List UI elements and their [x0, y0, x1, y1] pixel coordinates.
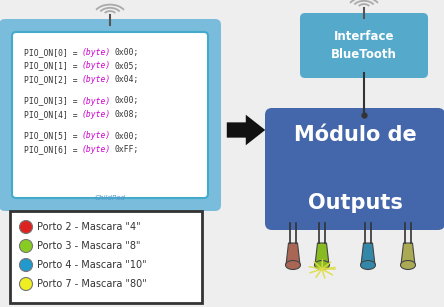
- Text: PIO_ON[2] =: PIO_ON[2] =: [24, 75, 83, 84]
- Text: 0x00;: 0x00;: [114, 48, 139, 57]
- Text: (byte): (byte): [82, 96, 111, 106]
- Ellipse shape: [285, 261, 301, 270]
- Ellipse shape: [361, 261, 376, 270]
- Polygon shape: [286, 243, 300, 265]
- Text: Porto 3 - Mascara "8": Porto 3 - Mascara "8": [37, 241, 140, 251]
- Circle shape: [20, 278, 32, 290]
- Text: (byte): (byte): [82, 110, 111, 119]
- Circle shape: [20, 239, 32, 252]
- Text: (byte): (byte): [82, 61, 111, 71]
- Text: (byte): (byte): [82, 131, 111, 141]
- Circle shape: [20, 258, 32, 271]
- Text: PIO_ON[4] =: PIO_ON[4] =: [24, 110, 83, 119]
- Text: (byte): (byte): [82, 75, 111, 84]
- FancyBboxPatch shape: [300, 13, 428, 78]
- Text: PIO_ON[3] =: PIO_ON[3] =: [24, 96, 83, 106]
- Text: PIO_ON[1] =: PIO_ON[1] =: [24, 61, 83, 71]
- Text: 0xFF;: 0xFF;: [114, 145, 139, 154]
- Ellipse shape: [400, 261, 416, 270]
- FancyBboxPatch shape: [265, 108, 444, 230]
- FancyBboxPatch shape: [12, 32, 208, 198]
- Text: ChildPad: ChildPad: [95, 195, 126, 201]
- Text: 0x00;: 0x00;: [114, 131, 139, 141]
- Text: Porto 7 - Mascara "80": Porto 7 - Mascara "80": [37, 279, 147, 289]
- Text: 0x05;: 0x05;: [114, 61, 139, 71]
- FancyBboxPatch shape: [10, 211, 202, 303]
- Text: PIO_ON[0] =: PIO_ON[0] =: [24, 48, 83, 57]
- Text: Módulo de

Outputs: Módulo de Outputs: [293, 125, 416, 213]
- Text: (byte): (byte): [82, 48, 111, 57]
- Polygon shape: [361, 243, 375, 265]
- Text: PIO_ON[6] =: PIO_ON[6] =: [24, 145, 83, 154]
- Text: Interface
BlueTooth: Interface BlueTooth: [331, 30, 397, 60]
- FancyBboxPatch shape: [0, 19, 221, 211]
- Polygon shape: [315, 243, 329, 265]
- Text: 0x08;: 0x08;: [114, 110, 139, 119]
- Text: Porto 4 - Mascara "10": Porto 4 - Mascara "10": [37, 260, 147, 270]
- Text: 0x04;: 0x04;: [114, 75, 139, 84]
- Text: PIO_ON[5] =: PIO_ON[5] =: [24, 131, 83, 141]
- Circle shape: [20, 220, 32, 234]
- FancyArrowPatch shape: [227, 115, 265, 145]
- Text: (byte): (byte): [82, 145, 111, 154]
- Text: 0x00;: 0x00;: [114, 96, 139, 106]
- Polygon shape: [401, 243, 415, 265]
- Ellipse shape: [314, 261, 329, 270]
- Text: Porto 2 - Mascara "4": Porto 2 - Mascara "4": [37, 222, 141, 232]
